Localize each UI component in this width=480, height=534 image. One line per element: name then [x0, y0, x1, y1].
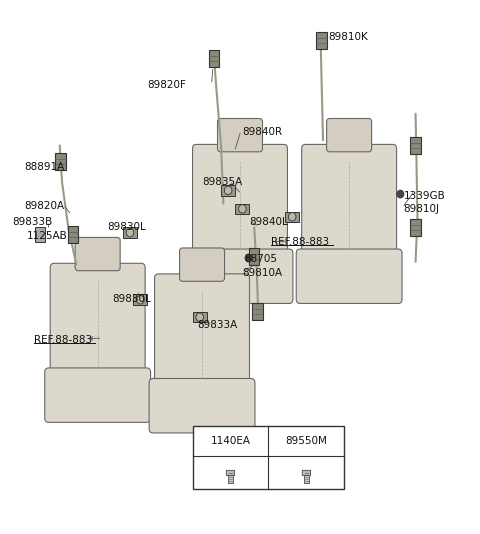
Bar: [133, 294, 147, 305]
Text: REF.88-883: REF.88-883: [34, 335, 92, 345]
Bar: [209, 50, 219, 67]
Text: 89840L: 89840L: [250, 217, 288, 227]
Text: 88891A: 88891A: [24, 162, 64, 171]
Text: 89820A: 89820A: [24, 201, 64, 211]
Bar: [192, 426, 344, 489]
Circle shape: [397, 191, 404, 198]
Text: 89830L: 89830L: [107, 222, 146, 232]
Bar: [304, 475, 309, 483]
Bar: [192, 312, 207, 323]
Circle shape: [288, 213, 296, 221]
Text: 89820F: 89820F: [147, 80, 186, 90]
Text: 89550M: 89550M: [286, 436, 327, 446]
FancyBboxPatch shape: [302, 470, 311, 475]
Bar: [316, 33, 327, 49]
FancyBboxPatch shape: [296, 249, 402, 303]
FancyBboxPatch shape: [192, 144, 288, 261]
Bar: [68, 226, 78, 242]
Circle shape: [245, 254, 252, 262]
Text: 89833A: 89833A: [197, 320, 238, 330]
Circle shape: [224, 186, 232, 194]
Text: 89835A: 89835A: [202, 177, 242, 187]
FancyBboxPatch shape: [45, 368, 151, 422]
FancyBboxPatch shape: [326, 119, 372, 152]
FancyBboxPatch shape: [155, 274, 250, 390]
Text: 89833B: 89833B: [12, 217, 52, 227]
Text: 89810A: 89810A: [242, 269, 283, 278]
Circle shape: [126, 229, 134, 237]
Bar: [410, 219, 421, 236]
FancyBboxPatch shape: [187, 249, 293, 303]
Circle shape: [137, 295, 144, 304]
Bar: [123, 227, 137, 238]
FancyBboxPatch shape: [301, 144, 396, 261]
Bar: [56, 153, 66, 170]
Bar: [35, 227, 46, 241]
Text: 89830L: 89830L: [112, 294, 151, 304]
Text: 88705: 88705: [245, 254, 278, 264]
Text: 89810K: 89810K: [328, 32, 368, 42]
Bar: [410, 137, 421, 154]
Text: 89810J: 89810J: [404, 204, 440, 214]
Circle shape: [239, 205, 246, 213]
FancyBboxPatch shape: [50, 263, 145, 380]
Text: 1140EA: 1140EA: [211, 436, 251, 446]
Bar: [221, 185, 235, 195]
FancyBboxPatch shape: [227, 470, 235, 475]
Text: 1339GB: 1339GB: [404, 191, 445, 201]
FancyBboxPatch shape: [149, 379, 255, 433]
Text: REF.88-883: REF.88-883: [271, 237, 329, 247]
Circle shape: [196, 313, 204, 321]
FancyBboxPatch shape: [180, 248, 225, 281]
Bar: [285, 211, 300, 222]
Text: 1125AB: 1125AB: [26, 231, 67, 241]
Bar: [235, 203, 250, 214]
FancyBboxPatch shape: [217, 119, 263, 152]
Bar: [252, 303, 263, 320]
Bar: [228, 475, 233, 483]
FancyBboxPatch shape: [75, 238, 120, 271]
Text: 89840R: 89840R: [242, 127, 283, 137]
Bar: [249, 248, 260, 265]
